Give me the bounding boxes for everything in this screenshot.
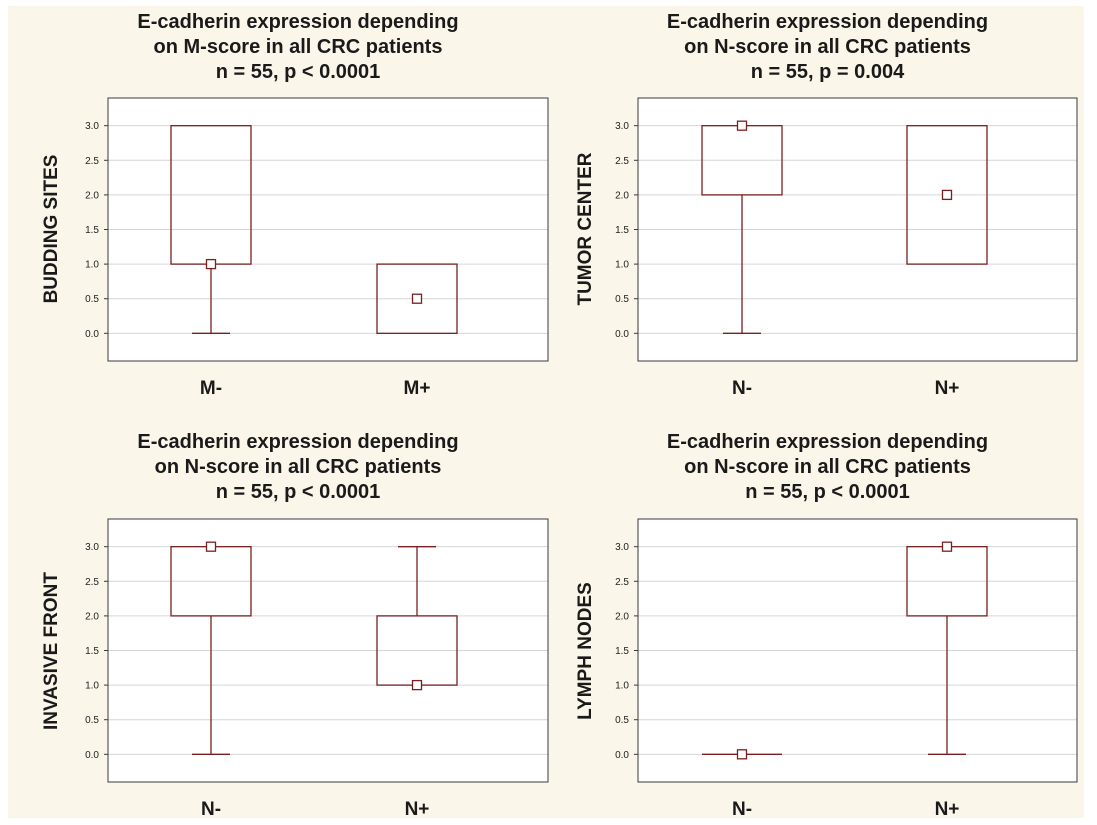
median-marker xyxy=(205,258,217,270)
chart-panel-2: E-cadherin expression depending on N-scor… xyxy=(575,11,1078,399)
category-label: M+ xyxy=(404,378,431,399)
y-tick-label: 1.0 xyxy=(615,260,629,271)
chart-title-line: E-cadherin expression depending xyxy=(137,431,458,453)
category-label: N- xyxy=(201,799,221,820)
y-tick-label: 2.0 xyxy=(615,611,629,622)
y-tick-label: 1.0 xyxy=(85,260,99,271)
chart-panel-4: E-cadherin expression depending on N-scor… xyxy=(575,431,1078,820)
chart-title-line: E-cadherin expression depending xyxy=(667,431,988,453)
y-tick-label: 1.5 xyxy=(85,646,99,657)
category-label: M- xyxy=(200,378,222,399)
y-axis-title: INVASIVE FRONT xyxy=(41,572,62,730)
y-axis-title: LYMPH NODES xyxy=(575,582,596,720)
chart-panel-1: E-cadherin expression depending on M-scor… xyxy=(41,11,549,399)
box-group-N- xyxy=(701,120,783,334)
category-label: N- xyxy=(732,378,752,399)
median-marker xyxy=(411,679,423,691)
y-tick-label: 0.0 xyxy=(615,750,629,761)
chart-title-line: on N-score in all CRC patients xyxy=(155,456,442,478)
y-tick-label: 0.5 xyxy=(615,294,629,305)
chart-title-line: E-cadherin expression depending xyxy=(137,11,458,33)
y-tick-label: 0.0 xyxy=(85,750,99,761)
chart-title-line: n = 55, p < 0.0001 xyxy=(216,481,381,503)
box-group-M+ xyxy=(376,263,458,334)
y-tick-label: 1.5 xyxy=(85,225,99,236)
y-tick-label: 2.5 xyxy=(85,577,99,588)
median-marker xyxy=(411,293,423,304)
box-iqr xyxy=(376,263,458,334)
y-tick-label: 2.5 xyxy=(85,156,99,167)
y-tick-label: 1.0 xyxy=(615,681,629,692)
chart-title-line: on M-score in all CRC patients xyxy=(154,36,443,58)
chart-title-line: on N-score in all CRC patients xyxy=(684,36,971,58)
chart-panel-3: E-cadherin expression depending on N-scor… xyxy=(41,431,549,820)
y-axis-title: TUMOR CENTER xyxy=(575,152,596,305)
median-marker xyxy=(736,749,748,760)
chart-title-line: n = 55, p < 0.0001 xyxy=(745,481,910,503)
chart-title-line: n = 55, p < 0.0001 xyxy=(216,61,381,83)
y-axis-title: BUDDING SITES xyxy=(41,155,62,304)
y-tick-label: 2.0 xyxy=(85,190,99,201)
chart-title-line: n = 55, p = 0.004 xyxy=(751,61,905,83)
y-tick-label: 3.0 xyxy=(85,121,99,132)
chart-title-line: E-cadherin expression depending xyxy=(667,11,988,33)
category-label: N- xyxy=(732,799,752,820)
y-tick-label: 3.0 xyxy=(615,542,629,553)
median-marker xyxy=(941,541,953,552)
y-tick-label: 0.0 xyxy=(85,329,99,340)
y-tick-label: 2.0 xyxy=(615,190,629,201)
chart-title-line: on N-score in all CRC patients xyxy=(684,456,971,478)
category-label: N+ xyxy=(935,799,960,820)
y-tick-label: 2.5 xyxy=(615,156,629,167)
y-tick-label: 2.0 xyxy=(85,611,99,622)
median-marker xyxy=(941,189,953,201)
category-label: N+ xyxy=(405,799,430,820)
box-group-N+ xyxy=(906,541,988,755)
y-tick-label: 0.5 xyxy=(615,715,629,726)
box-group-N- xyxy=(170,541,252,755)
y-tick-label: 1.5 xyxy=(615,225,629,236)
y-tick-label: 1.5 xyxy=(615,646,629,657)
y-tick-label: 2.5 xyxy=(615,577,629,588)
y-tick-label: 3.0 xyxy=(85,542,99,553)
y-tick-label: 0.5 xyxy=(85,294,99,305)
box-group-M- xyxy=(170,125,252,334)
box-group-N+ xyxy=(906,125,988,265)
box-group-N+ xyxy=(376,546,458,691)
median-marker xyxy=(205,541,217,552)
category-label: N+ xyxy=(935,378,960,399)
y-tick-label: 3.0 xyxy=(615,121,629,132)
median-marker xyxy=(736,120,748,131)
y-tick-label: 1.0 xyxy=(85,681,99,692)
box-group-N- xyxy=(702,749,782,760)
y-tick-label: 0.5 xyxy=(85,715,99,726)
y-tick-label: 0.0 xyxy=(615,329,629,340)
box-iqr xyxy=(906,125,988,265)
